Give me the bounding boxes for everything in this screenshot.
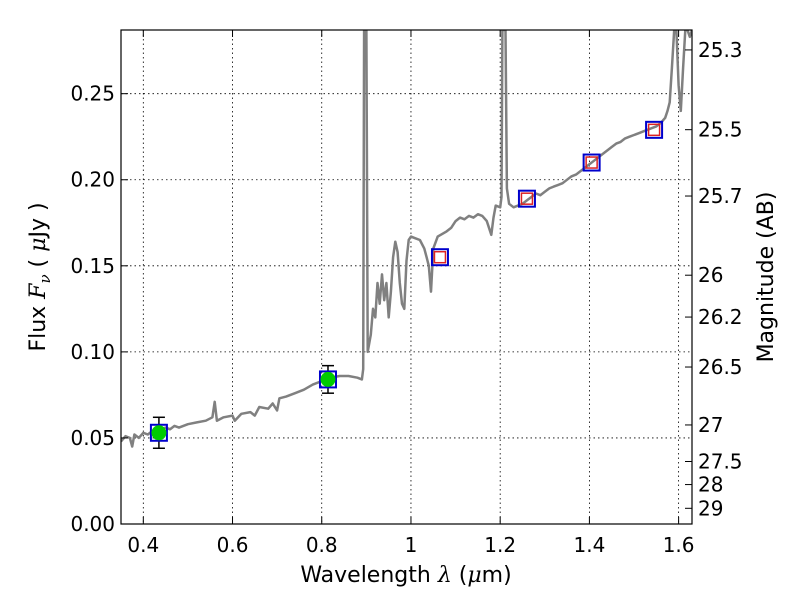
model-box-marker: [585, 156, 598, 169]
y2-tick-label: 25.5: [698, 118, 743, 142]
plot-area: [121, 30, 692, 450]
band-box-marker: [517, 189, 536, 208]
observed-point: [320, 371, 336, 387]
model-box-marker: [433, 250, 447, 264]
y2-tick-label: 27: [698, 413, 723, 437]
band-box-marker: [318, 370, 337, 389]
y-axis: 0.00 0.05 0.10 0.15 0.20 0.25: [70, 82, 128, 536]
x-axis-title: Wavelength λ (μm): [300, 563, 511, 588]
band-box-marker: [582, 153, 601, 172]
y2-tick-label: 27.5: [698, 450, 743, 474]
y-tick-label: 0.10: [70, 340, 115, 364]
sed-model-line: [121, 30, 692, 448]
plot-frame: [120, 29, 693, 525]
y2-tick-label: 26.5: [698, 355, 743, 379]
x-tick-label: 0.8: [306, 533, 338, 557]
markers: [149, 120, 664, 450]
x-tick-label: 1.2: [484, 533, 516, 557]
y2-tick-label: 26.2: [698, 305, 743, 329]
y-tick-label: 0.00: [70, 512, 115, 536]
y2-tick-label: 28: [698, 473, 723, 497]
band-box-marker: [645, 120, 664, 139]
x-tick-label: 1.6: [663, 533, 695, 557]
y2-tick-label: 25.7: [698, 184, 743, 208]
y-tick-label: 0.05: [70, 426, 115, 450]
y2-tick-label: 25.3: [698, 38, 743, 62]
y-tick-label: 0.20: [70, 168, 115, 192]
observed-point: [151, 425, 167, 441]
y2-tick-label: 29: [698, 496, 723, 520]
model-box-marker: [647, 123, 661, 137]
x-axis: 0.4 0.6 0.8 1 1.2 1.4 1.6: [127, 30, 695, 557]
band-box-marker: [430, 248, 449, 267]
model-box-marker: [520, 192, 534, 205]
x-tick-label: 1: [405, 533, 418, 557]
y2-axis-title: Magnitude (AB): [754, 192, 779, 363]
x-tick-label: 0.6: [217, 533, 249, 557]
x-tick-label: 1.4: [573, 533, 605, 557]
x-tick-label: 0.4: [127, 533, 159, 557]
band-box-marker: [149, 423, 168, 442]
y2-tick-label: 26: [698, 263, 723, 287]
y-tick-label: 0.15: [70, 254, 115, 278]
y-tick-label: 0.25: [70, 82, 115, 106]
y-axis-title: Flux Fν ( μJy ): [26, 202, 54, 351]
